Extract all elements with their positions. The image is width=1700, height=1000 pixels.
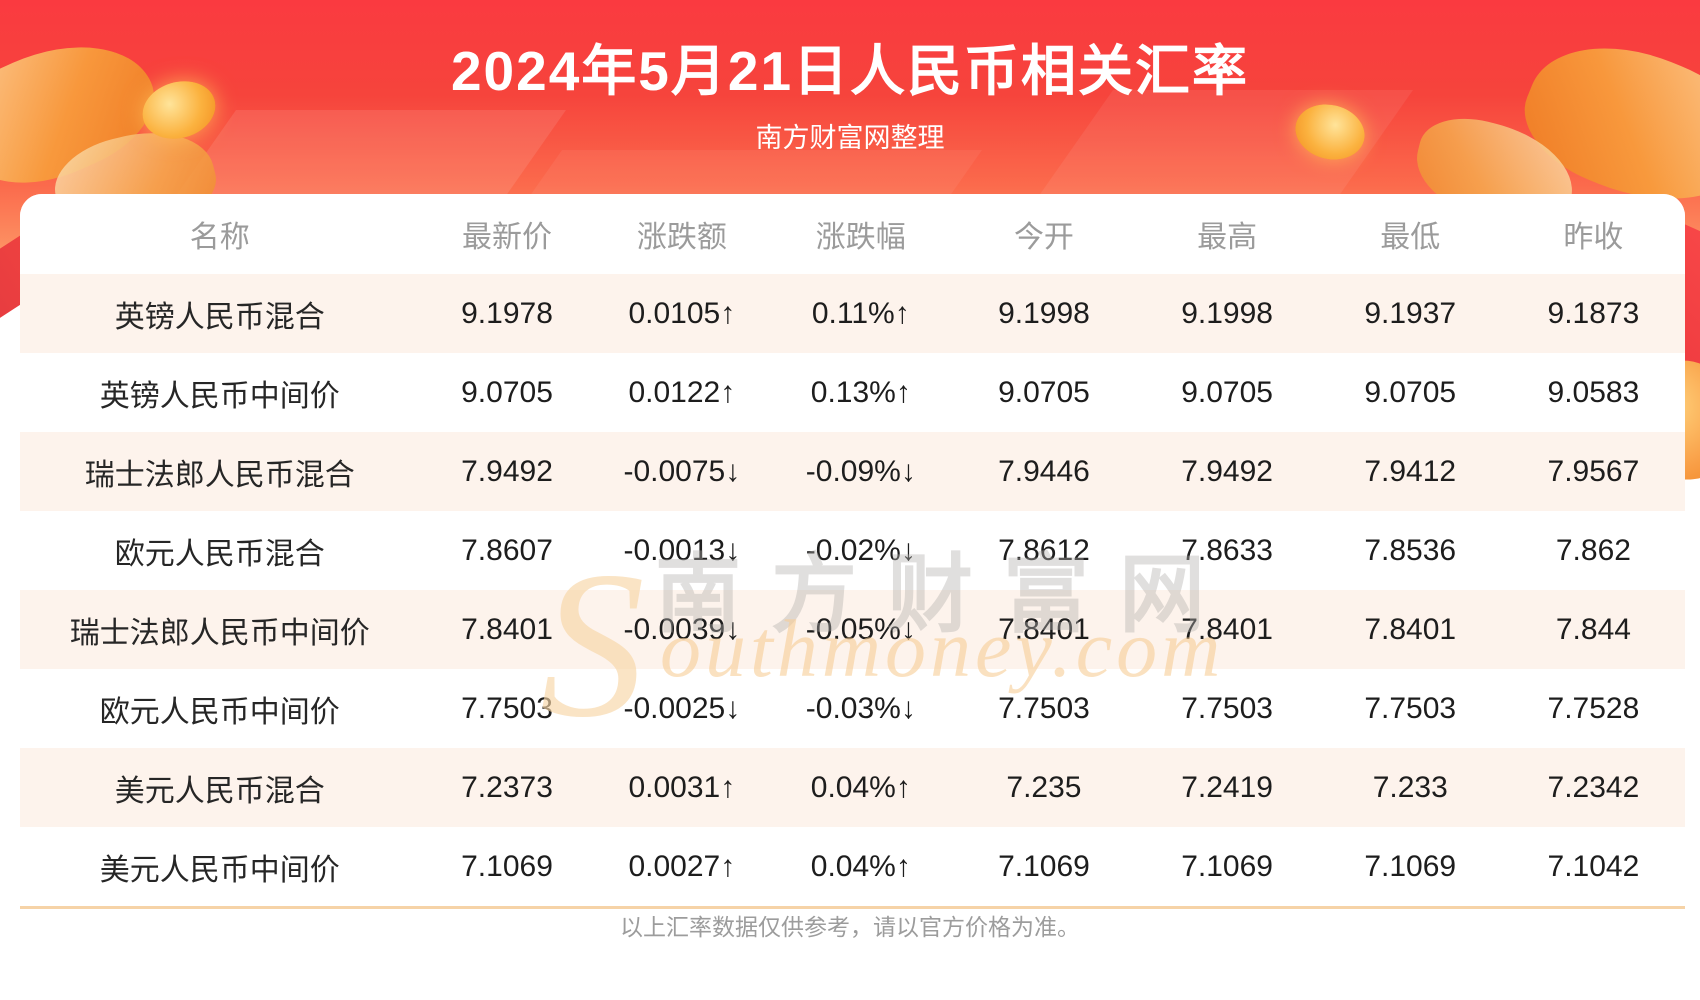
column-header-name: 名称 — [20, 194, 420, 274]
row-latest: 7.8607 — [461, 533, 553, 567]
row-prev-close: 9.1873 — [1547, 296, 1640, 330]
row-high: 7.9492 — [1181, 454, 1273, 488]
row-open: 7.1069 — [998, 849, 1090, 883]
row-low: 7.1069 — [1364, 849, 1457, 883]
row-latest: 7.8401 — [461, 612, 553, 646]
row-low: 7.233 — [1372, 770, 1448, 804]
row-change: 0.0122↑ — [628, 375, 736, 409]
row-prev-close: 7.1042 — [1547, 849, 1640, 883]
table-row: 美元人民币中间价 7.1069 0.0027↑ 0.04%↑ 7.1069 7.1069 7… — [20, 827, 1685, 906]
row-high: 7.8633 — [1181, 533, 1273, 567]
row-latest: 9.0705 — [461, 375, 553, 409]
row-name: 英镑人民币中间价 — [99, 379, 340, 413]
row-low: 7.9412 — [1364, 454, 1457, 488]
row-open: 7.9446 — [998, 454, 1090, 488]
table-row: 英镑人民币中间价 9.0705 0.0122↑ 0.13%↑ 9.0705 9.0705 9… — [20, 353, 1685, 432]
row-prev-close: 7.7528 — [1547, 691, 1640, 725]
row-open: 7.235 — [1006, 770, 1082, 804]
row-low: 9.1937 — [1364, 296, 1457, 330]
table-header-row: 名称 最新价 涨跌额 涨跌幅 今开 最高 最低 昨收 — [20, 194, 1685, 274]
row-prev-close: 9.0583 — [1547, 375, 1640, 409]
row-prev-close: 7.844 — [1555, 612, 1631, 646]
row-name: 瑞士法郎人民币中间价 — [69, 616, 370, 650]
row-low: 7.7503 — [1364, 691, 1457, 725]
row-high: 7.7503 — [1181, 691, 1273, 725]
row-change: -0.0075↓ — [623, 454, 741, 488]
row-change: 0.0105↑ — [628, 296, 736, 330]
row-name: 美元人民币混合 — [114, 774, 325, 808]
row-change: -0.0039↓ — [623, 612, 741, 646]
row-change: -0.0013↓ — [623, 533, 741, 567]
row-open: 9.1998 — [998, 296, 1090, 330]
row-latest: 9.1978 — [461, 296, 553, 330]
table-row: 英镑人民币混合 9.1978 0.0105↑ 0.11%↑ 9.1998 9.1998 9.… — [20, 274, 1685, 353]
column-header-change: 涨跌额 — [594, 194, 770, 274]
table-row: 欧元人民币中间价 7.7503 -0.0025↓ -0.03%↓ 7.7503 7.750… — [20, 669, 1685, 748]
column-header-prev-close: 昨收 — [1501, 194, 1685, 274]
row-change: 0.0031↑ — [628, 770, 736, 804]
row-high: 7.2419 — [1181, 770, 1273, 804]
row-name: 美元人民币中间价 — [99, 853, 340, 887]
row-high: 9.1998 — [1181, 296, 1273, 330]
row-open: 7.8612 — [998, 533, 1090, 567]
row-open: 9.0705 — [998, 375, 1090, 409]
row-latest: 7.7503 — [461, 691, 553, 725]
row-low: 9.0705 — [1364, 375, 1457, 409]
row-prev-close: 7.2342 — [1547, 770, 1640, 804]
row-change-pct: -0.05%↓ — [805, 612, 916, 646]
table-row: 欧元人民币混合 7.8607 -0.0013↓ -0.02%↓ 7.8612 7.8633… — [20, 511, 1685, 590]
row-high: 9.0705 — [1181, 375, 1273, 409]
table-row: 瑞士法郎人民币混合 7.9492 -0.0075↓ -0.09%↓ 7.9446 7.94… — [20, 432, 1685, 511]
row-prev-close: 7.862 — [1555, 533, 1631, 567]
page-subtitle: 南方财富网整理 — [755, 123, 945, 153]
column-header-high: 最高 — [1135, 194, 1319, 274]
row-change-pct: 0.13%↑ — [810, 375, 911, 409]
row-change-pct: 0.04%↑ — [810, 849, 911, 883]
row-change: -0.0025↓ — [623, 691, 741, 725]
row-open: 7.8401 — [998, 612, 1090, 646]
rates-card: 名称 最新价 涨跌额 涨跌幅 今开 最高 最低 昨收 英镑人民币混合 9.1978… — [20, 194, 1685, 909]
row-change: 0.0027↑ — [628, 849, 736, 883]
row-change-pct: -0.03%↓ — [805, 691, 916, 725]
row-latest: 7.9492 — [461, 454, 553, 488]
column-header-latest: 最新价 — [419, 194, 595, 274]
row-low: 7.8401 — [1364, 612, 1457, 646]
row-latest: 7.2373 — [461, 770, 553, 804]
column-header-open: 今开 — [952, 194, 1136, 274]
row-low: 7.8536 — [1364, 533, 1457, 567]
row-change-pct: 0.04%↑ — [810, 770, 911, 804]
row-name: 欧元人民币混合 — [114, 537, 325, 571]
row-high: 7.1069 — [1181, 849, 1273, 883]
row-change-pct: -0.09%↓ — [805, 454, 916, 488]
rates-table: 名称 最新价 涨跌额 涨跌幅 今开 最高 最低 昨收 英镑人民币混合 9.1978… — [20, 194, 1685, 906]
table-row: 美元人民币混合 7.2373 0.0031↑ 0.04%↑ 7.235 7.2419 7.2… — [20, 748, 1685, 827]
row-open: 7.7503 — [998, 691, 1090, 725]
row-name: 瑞士法郎人民币混合 — [84, 458, 355, 492]
row-latest: 7.1069 — [461, 849, 553, 883]
table-body: 英镑人民币混合 9.1978 0.0105↑ 0.11%↑ 9.1998 9.1998 9.… — [20, 274, 1685, 906]
disclaimer-text: 以上汇率数据仅供参考，请以官方价格为准。 — [620, 914, 1080, 940]
column-header-low: 最低 — [1318, 194, 1502, 274]
row-change-pct: -0.02%↓ — [805, 533, 916, 567]
table-row: 瑞士法郎人民币中间价 7.8401 -0.0039↓ -0.05%↓ 7.8401 7.8… — [20, 590, 1685, 669]
row-change-pct: 0.11%↑ — [811, 296, 910, 330]
row-high: 7.8401 — [1181, 612, 1273, 646]
column-header-change-pct: 涨跌幅 — [769, 194, 953, 274]
row-name: 欧元人民币中间价 — [99, 695, 340, 729]
row-name: 英镑人民币混合 — [114, 300, 325, 334]
page-title: 2024年5月21日人民币相关汇率 — [450, 40, 1250, 102]
row-prev-close: 7.9567 — [1547, 454, 1640, 488]
